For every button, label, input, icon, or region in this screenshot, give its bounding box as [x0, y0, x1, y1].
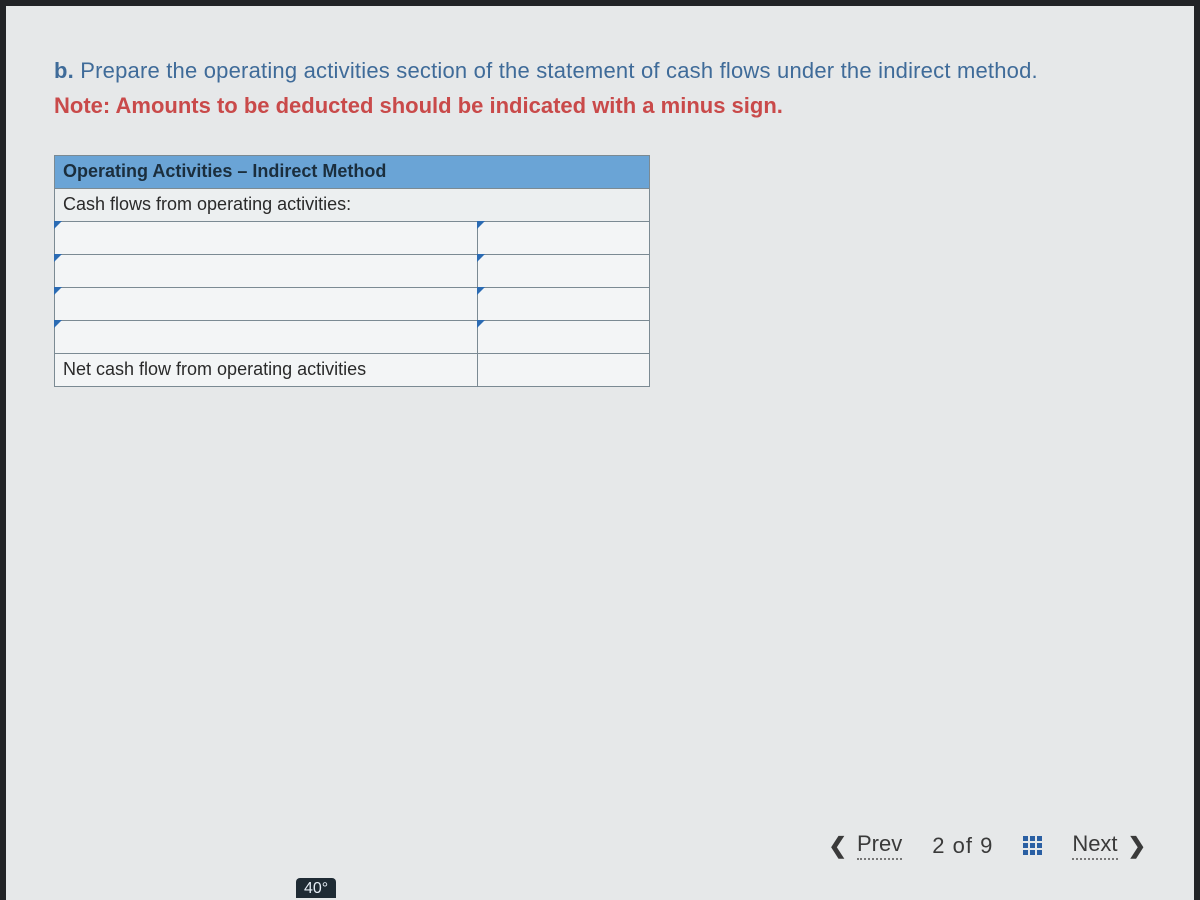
- line-item-value-input[interactable]: [478, 254, 650, 287]
- line-item-dropdown[interactable]: [55, 320, 478, 353]
- question-note: Note: Amounts to be deducted should be i…: [54, 93, 1146, 119]
- worksheet-table: Operating Activities – Indirect Method C…: [54, 155, 650, 387]
- page-of: of: [953, 833, 980, 858]
- line-item-value-input[interactable]: [478, 287, 650, 320]
- next-button[interactable]: Next ❯: [1072, 831, 1146, 860]
- table-row: [55, 287, 650, 320]
- line-item-dropdown[interactable]: [55, 254, 478, 287]
- table-row: [55, 254, 650, 287]
- table-footer-row: Net cash flow from operating activities: [55, 353, 650, 386]
- page-total: 9: [980, 833, 993, 858]
- table-subheader-row: Cash flows from operating activities:: [55, 188, 650, 221]
- question-part: b.: [54, 58, 74, 83]
- line-item-value-input[interactable]: [478, 221, 650, 254]
- chevron-right-icon: ❯: [1128, 833, 1146, 859]
- table-footer-label: Net cash flow from operating activities: [55, 353, 478, 386]
- table-header: Operating Activities – Indirect Method: [55, 155, 650, 188]
- chevron-left-icon: ❮: [829, 833, 847, 859]
- line-item-dropdown[interactable]: [55, 221, 478, 254]
- prev-button[interactable]: ❮ Prev: [829, 831, 903, 860]
- prev-label: Prev: [857, 831, 902, 860]
- line-item-value-input[interactable]: [478, 320, 650, 353]
- page-indicator: 2 of 9: [932, 833, 993, 859]
- page-content: b. Prepare the operating activities sect…: [0, 0, 1200, 900]
- taskbar-temperature: 40°: [296, 878, 336, 898]
- table-footer-value[interactable]: [478, 353, 650, 386]
- page-current: 2: [932, 833, 945, 858]
- next-label: Next: [1072, 831, 1117, 860]
- table-row: [55, 320, 650, 353]
- question-body: Prepare the operating activities section…: [80, 58, 1038, 83]
- table-header-row: Operating Activities – Indirect Method: [55, 155, 650, 188]
- pager: ❮ Prev 2 of 9 Next ❯: [829, 831, 1146, 860]
- question-text: b. Prepare the operating activities sect…: [54, 56, 1146, 87]
- grid-icon[interactable]: [1023, 836, 1042, 855]
- table-row: [55, 221, 650, 254]
- line-item-dropdown[interactable]: [55, 287, 478, 320]
- table-subheader: Cash flows from operating activities:: [55, 188, 650, 221]
